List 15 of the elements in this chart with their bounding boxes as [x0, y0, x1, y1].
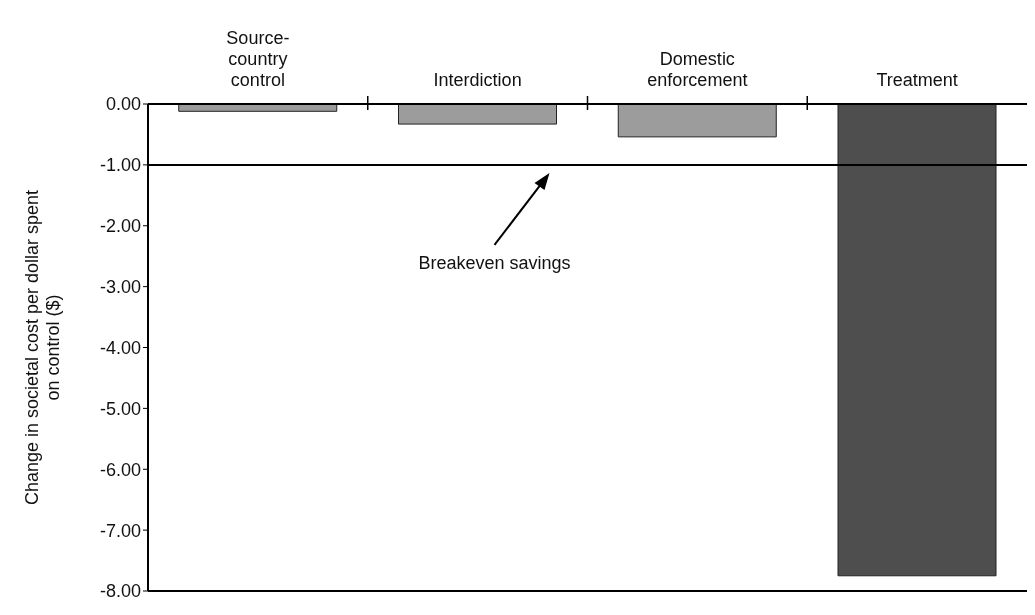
y-tick-label: -3.00 [99, 277, 141, 298]
y-tick-label: -8.00 [99, 581, 141, 602]
y-tick-label: -6.00 [99, 459, 141, 480]
y-tick-label: 0.00 [105, 94, 141, 115]
y-tick-label: -5.00 [99, 398, 141, 419]
x-tick-label: Domestic enforcement [647, 49, 748, 90]
y-axis-title: Change in societal cost per dollar spent on control ($) [22, 189, 63, 506]
x-tick-label: Treatment [876, 70, 958, 90]
ref-line-label: Breakeven savings [418, 252, 571, 273]
x-tick-label: Source-country control [226, 28, 290, 90]
y-tick-label: -2.00 [99, 216, 141, 237]
y-tick-label: -1.00 [99, 155, 141, 176]
y-tick-label: -4.00 [99, 337, 141, 358]
x-tick-label: Interdiction [433, 70, 522, 90]
y-tick-label: -7.00 [99, 520, 141, 541]
